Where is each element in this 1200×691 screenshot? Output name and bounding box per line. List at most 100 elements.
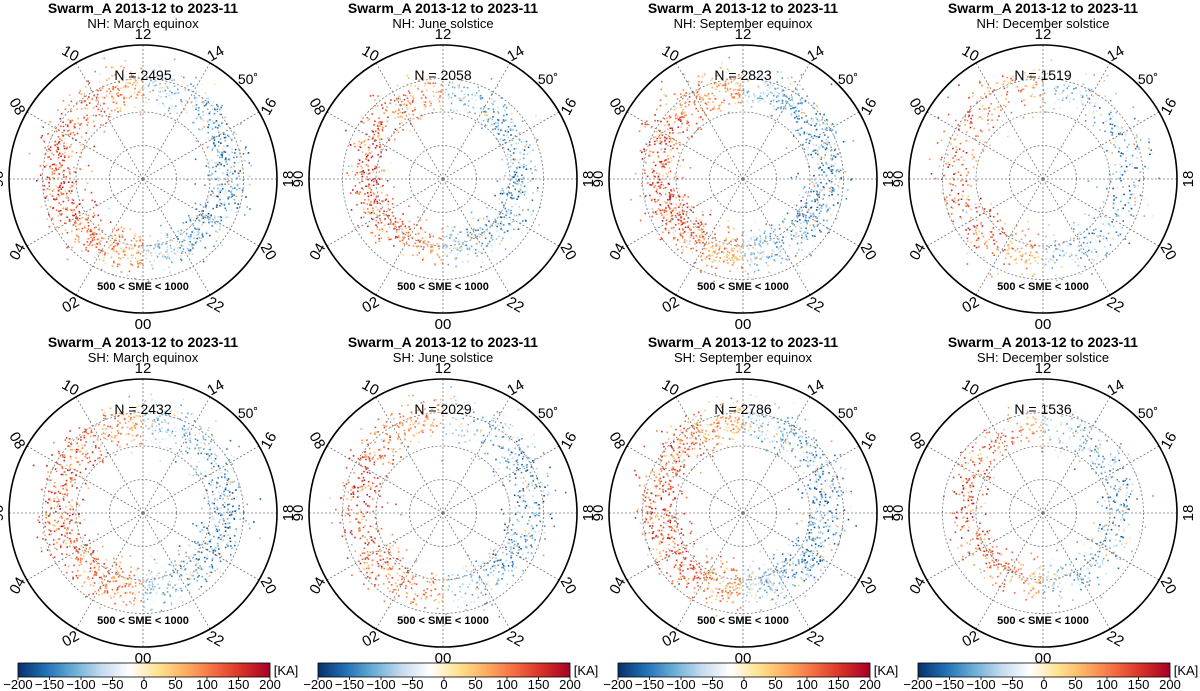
data-point [220,153,223,156]
data-point [967,171,970,174]
data-point [228,226,231,229]
data-point [60,213,63,215]
data-point [149,261,151,263]
data-point [510,134,512,136]
data-point [962,209,964,211]
data-point [181,103,183,106]
data-point [137,264,139,266]
data-point [825,175,828,177]
data-point [125,82,127,85]
data-point [112,66,114,69]
data-point [700,128,703,131]
data-point [464,103,466,106]
data-point [472,103,475,105]
data-point [514,182,516,184]
data-point [1097,98,1099,100]
data-point [1022,88,1025,90]
data-point [515,171,518,174]
data-point [797,235,799,238]
data-point [1088,259,1090,262]
data-point [477,240,480,242]
data-point [417,216,419,218]
data-point [399,240,401,242]
data-point [521,181,523,183]
data-point [137,285,140,288]
data-point [101,96,103,99]
data-point [992,227,995,229]
data-point [973,233,975,235]
data-point [369,232,372,234]
data-point [711,265,713,268]
data-point [525,140,528,143]
data-point [1010,111,1013,114]
data-point [776,95,779,97]
data-point [192,85,195,87]
data-point [437,98,439,100]
data-point [363,173,365,175]
data-point [964,119,966,121]
data-point [130,74,133,76]
data-point [139,262,141,264]
data-point [972,95,974,97]
data-point [67,199,70,202]
data-point [158,246,161,248]
data-point [510,192,513,194]
data-point [448,237,451,239]
data-point [804,119,806,122]
data-point [450,109,452,111]
data-point [108,246,110,249]
data-point [490,98,493,100]
data-point [1115,111,1117,114]
data-point [87,225,90,227]
data-point [666,141,668,143]
data-point [437,245,440,248]
data-point [1120,179,1122,182]
data-point [498,203,501,205]
data-point [70,209,72,211]
data-point [238,175,240,178]
data-point [793,102,795,105]
data-point [78,223,80,226]
data-point [412,254,414,256]
data-point [356,192,358,195]
data-point [169,74,172,76]
data-point [796,242,799,245]
data-point [213,187,215,189]
data-point [1005,105,1007,108]
data-point [690,234,692,236]
data-point [1084,265,1086,268]
data-point [1044,73,1047,76]
data-point [144,253,147,256]
data-point [941,156,943,159]
data-point [198,214,201,216]
data-point [196,228,199,230]
data-point [742,92,745,94]
data-point [400,100,403,103]
data-point [395,103,398,106]
data-point [813,226,816,228]
data-point [955,164,958,167]
data-point [457,240,460,243]
data-point [207,100,209,103]
data-point [464,108,467,111]
data-point [1068,100,1071,103]
data-point [735,83,738,85]
data-point [484,114,486,116]
data-point [1025,267,1028,270]
data-point [747,90,750,93]
data-point [166,246,168,248]
data-point [134,235,136,237]
data-point [1112,173,1114,175]
data-point [978,108,981,110]
data-point [201,101,203,103]
data-point [177,230,179,233]
data-point [714,273,717,275]
data-point [481,98,483,101]
data-point [665,219,668,222]
data-point [821,189,823,191]
data-point [777,87,779,90]
data-point [511,221,514,223]
data-point [207,138,210,140]
mlt-label: 08 [605,95,628,118]
